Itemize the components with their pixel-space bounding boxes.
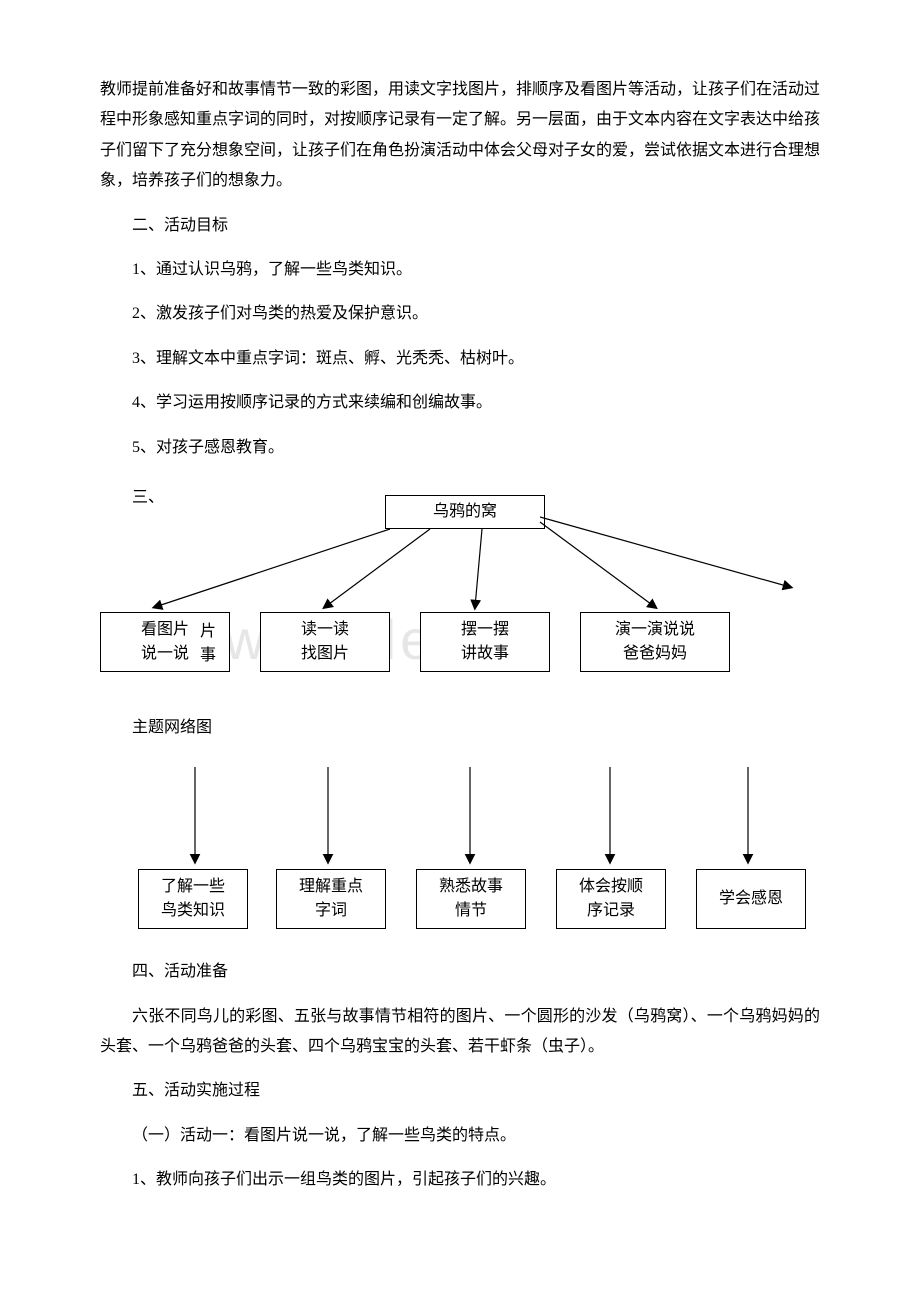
diagram2-box-4: 体会按顺 序记录 xyxy=(556,869,666,929)
diagram1-box-2: 读一读 找图片 xyxy=(260,612,390,672)
diagram-1: 三、 www.bdex.c 乌鸦的窝 看图片 说一说 片 事 读一读 找图片 摆… xyxy=(100,477,820,707)
diagram2-box3-l1: 熟悉故事 xyxy=(439,875,503,899)
diagram2-box-3: 熟悉故事 情节 xyxy=(416,869,526,929)
goal-2: 2、激发孩子们对鸟类的热爱及保护意识。 xyxy=(100,299,820,329)
diagram2-box1-l1: 了解一些 xyxy=(161,875,225,899)
goal-4: 4、学习运用按顺序记录的方式来续编和创编故事。 xyxy=(100,388,820,418)
diagram1-box3-l1: 摆一摆 xyxy=(461,618,509,642)
diagram2-box2-l2: 字词 xyxy=(315,899,347,923)
activity1-title: （一）活动一：看图片说一说，了解一些鸟类的特点。 xyxy=(100,1121,820,1151)
activity1-step1: 1、教师向孩子们出示一组鸟类的图片，引起孩子们的兴趣。 xyxy=(100,1165,820,1195)
section4-title: 四、活动准备 xyxy=(100,957,820,987)
diagram2-box4-l2: 序记录 xyxy=(587,899,635,923)
diagram1-box2-l1: 读一读 xyxy=(301,618,349,642)
diagram2-box3-l2: 情节 xyxy=(455,899,487,923)
diagram1-root-label: 乌鸦的窝 xyxy=(433,500,497,524)
diagram2-box2-l1: 理解重点 xyxy=(299,875,363,899)
diagram2-box-2: 理解重点 字词 xyxy=(276,869,386,929)
intro-paragraph: 教师提前准备好和故事情节一致的彩图，用读文字找图片，排顺序及看图片等活动，让孩子… xyxy=(100,75,820,197)
section2-title: 二、活动目标 xyxy=(100,211,820,241)
diagram1-box-4: 演一演说说 爸爸妈妈 xyxy=(580,612,730,672)
diagram1-box1-l2: 说一说 xyxy=(141,642,189,666)
diagram-2: 了解一些 鸟类知识 理解重点 字词 熟悉故事 情节 体会按顺 序记录 学会感恩 xyxy=(100,749,820,949)
diagram1-box4-l2: 爸爸妈妈 xyxy=(623,642,687,666)
goal-1: 1、通过认识乌鸦，了解一些鸟类知识。 xyxy=(100,255,820,285)
diagram1-box2-l2: 找图片 xyxy=(301,642,349,666)
goal-5: 5、对孩子感恩教育。 xyxy=(100,433,820,463)
diagram2-box-5: 学会感恩 xyxy=(696,869,806,929)
diagram2-box-1: 了解一些 鸟类知识 xyxy=(138,869,248,929)
diagram1-box3-l2: 讲故事 xyxy=(461,642,509,666)
diagram1-box1-l1: 看图片 xyxy=(141,618,189,642)
diagram1-box-3: 摆一摆 讲故事 xyxy=(420,612,550,672)
section5-title: 五、活动实施过程 xyxy=(100,1076,820,1106)
diagram1-box1-extra2: 事 xyxy=(200,641,216,671)
section4-paragraph: 六张不同鸟儿的彩图、五张与故事情节相符的图片、一个圆形的沙发（乌鸦窝）、一个乌鸦… xyxy=(100,1002,820,1063)
theme-network-label: 主题网络图 xyxy=(100,713,820,743)
section3-label: 三、 xyxy=(132,483,164,513)
diagram2-box1-l2: 鸟类知识 xyxy=(161,899,225,923)
goal-3: 3、理解文本中重点字词：斑点、孵、光秃秃、枯树叶。 xyxy=(100,344,820,374)
diagram1-root-box: 乌鸦的窝 xyxy=(385,495,545,529)
diagram2-box4-l1: 体会按顺 xyxy=(579,875,643,899)
diagram2-box5-l1: 学会感恩 xyxy=(719,887,783,911)
diagram1-box4-l1: 演一演说说 xyxy=(615,618,695,642)
